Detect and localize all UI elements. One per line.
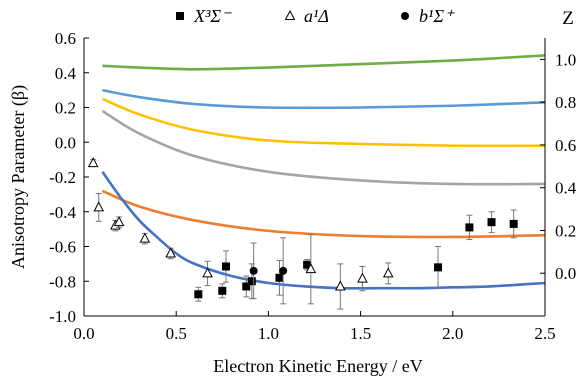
x-tick-label: 2.0 [442, 324, 463, 343]
triangle-marker [113, 216, 125, 227]
legend: X³Σ⁻ a¹Δ b¹Σ⁺ [176, 6, 455, 26]
legend-label: a¹Δ [304, 6, 329, 26]
y2-tick-label: 1.0 [555, 50, 576, 69]
y-tick-label: 0.0 [55, 133, 76, 152]
square-marker [275, 273, 284, 282]
y-tick-label: 0.4 [55, 64, 77, 83]
square-marker [221, 262, 230, 271]
y-tick-label: -0.8 [49, 272, 76, 291]
model-curve [102, 54, 546, 71]
triangle-marker [202, 267, 213, 278]
square-marker [247, 277, 256, 286]
data-points [87, 157, 518, 310]
y2-tick-label: 0.4 [555, 179, 577, 198]
x-tick-label: 1.5 [350, 324, 371, 343]
triangle-marker [165, 247, 176, 258]
y2-axis-label: Z [562, 8, 574, 29]
square-marker [242, 282, 251, 291]
model-curve [101, 171, 546, 290]
y2-tick-label: 0.6 [555, 136, 576, 155]
y-axis-label: Anisotropy Parameter (β) [8, 85, 29, 269]
triangle-marker [357, 272, 368, 283]
y-tick-label: -1.0 [49, 307, 76, 326]
model-curve [102, 88, 546, 110]
triangle-marker [139, 232, 151, 243]
legend-label: b¹Σ⁺ [419, 6, 455, 26]
y-tick-label: 0.6 [55, 29, 76, 48]
x-tick-label: 1.0 [258, 324, 279, 343]
x-axis-label: Electron Kinetic Energy / eV [213, 356, 423, 376]
circle-marker [279, 266, 288, 275]
circle-marker [249, 266, 258, 275]
x-tick-label: 2.5 [534, 324, 555, 343]
square-marker [509, 219, 518, 228]
triangle-marker [93, 201, 105, 212]
square-marker [194, 290, 203, 299]
y-tick-label: -0.4 [49, 203, 76, 222]
legend-label: X³Σ⁻ [193, 6, 232, 26]
y-tick-label: -0.2 [49, 168, 76, 187]
y-tick-label: -0.6 [49, 238, 76, 257]
square-marker [487, 218, 496, 227]
model-curve [101, 97, 546, 148]
model-curve [101, 109, 546, 186]
square-marker [465, 223, 474, 232]
square-marker [434, 263, 443, 272]
triangle-marker [305, 263, 317, 274]
y2-tick-label: 0.2 [555, 221, 576, 240]
triangle-marker [87, 157, 99, 168]
square-marker [218, 286, 227, 295]
circle-marker [401, 12, 409, 20]
triangle-marker [284, 9, 296, 20]
x-tick-label: 0.0 [73, 324, 94, 343]
square-marker [176, 12, 184, 20]
model-curves [101, 54, 546, 290]
y2-tick-label: 0.0 [555, 264, 576, 283]
y-tick-label: 0.2 [55, 99, 76, 118]
triangle-marker [334, 280, 346, 291]
square-marker [303, 260, 312, 269]
model-curve [101, 189, 546, 239]
axes: 0.0 0.5 1.0 1.5 2.0 2.5 -1.0 -0.8 -0.6 -0.4 -0.2 0.… [49, 29, 577, 343]
y2-tick-label: 0.8 [555, 93, 576, 112]
x-tick-label: 0.5 [166, 324, 187, 343]
triangle-marker [382, 267, 394, 278]
